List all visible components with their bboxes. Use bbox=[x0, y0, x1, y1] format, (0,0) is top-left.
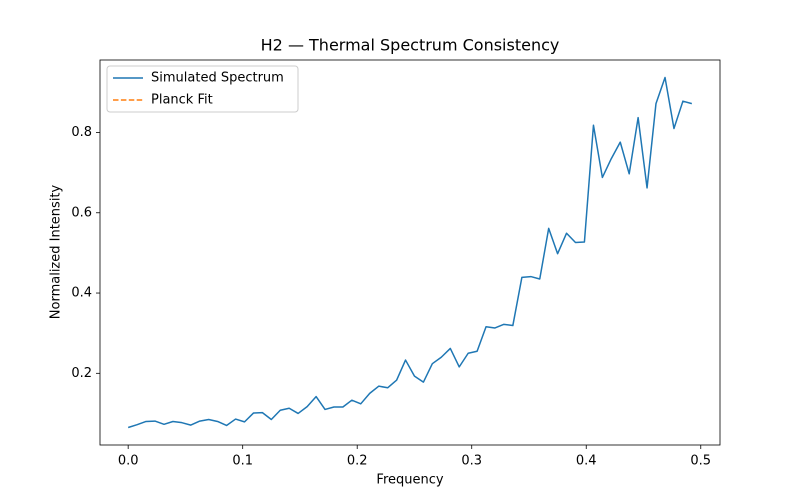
legend-label: Planck Fit bbox=[151, 93, 213, 108]
x-tick-label: 0.5 bbox=[690, 454, 711, 469]
x-tick-label: 0.0 bbox=[118, 454, 139, 469]
x-axis-label: Frequency bbox=[376, 473, 443, 488]
y-tick-label: 0.2 bbox=[71, 366, 92, 381]
x-tick-label: 0.4 bbox=[576, 454, 597, 469]
y-axis-label: Normalized Intensity bbox=[49, 184, 64, 319]
y-tick-label: 0.8 bbox=[71, 125, 92, 140]
y-tick-label: 0.4 bbox=[71, 286, 92, 301]
series-line bbox=[127, 76, 693, 429]
x-tick-label: 0.1 bbox=[232, 454, 253, 469]
x-tick-label: 0.2 bbox=[347, 454, 368, 469]
axes-frame bbox=[99, 59, 721, 446]
x-tick-label: 0.3 bbox=[461, 454, 482, 469]
chart-title: H2 — Thermal Spectrum Consistency bbox=[261, 36, 560, 55]
legend-label: Simulated Spectrum bbox=[151, 71, 284, 86]
y-tick-label: 0.6 bbox=[71, 205, 92, 220]
legend-box bbox=[106, 65, 299, 113]
